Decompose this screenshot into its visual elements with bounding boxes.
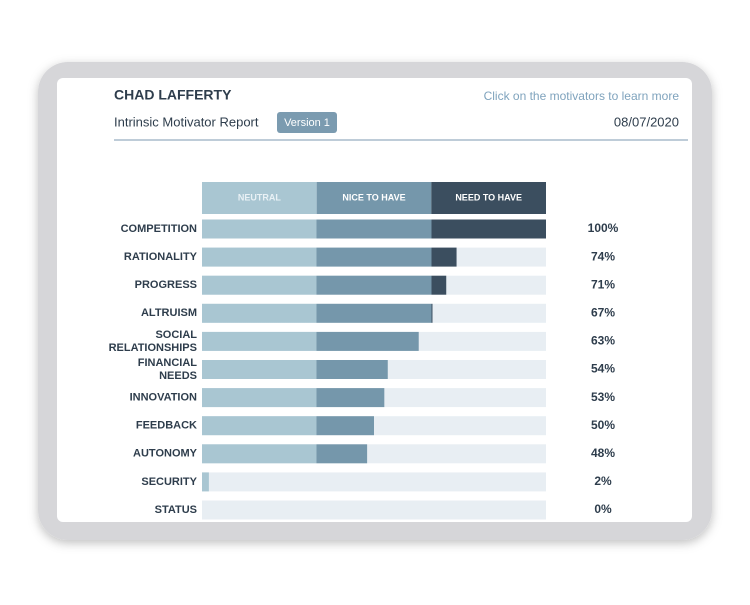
bar[interactable] [202, 472, 209, 492]
category-label[interactable]: RATIONALITY [124, 251, 198, 263]
category-label[interactable]: COMPETITION [121, 223, 197, 235]
band-header [316, 182, 432, 214]
value-label: 48% [591, 446, 615, 460]
person-name: CHAD LAFFERTY [114, 87, 232, 103]
bar[interactable] [202, 247, 457, 267]
hint-link[interactable]: Click on the motivators to learn more [484, 89, 680, 103]
bar[interactable] [202, 360, 388, 379]
category-label[interactable]: STATUS [155, 504, 197, 516]
value-label: 50% [591, 418, 615, 432]
value-label: 53% [591, 390, 615, 404]
bar[interactable] [202, 331, 419, 351]
value-label: 71% [591, 277, 615, 291]
bar[interactable] [202, 444, 368, 464]
category-label[interactable]: SOCIAL RELATIONSHIPS [106, 329, 198, 354]
band-header [202, 182, 317, 214]
bar[interactable] [202, 219, 546, 239]
version-pill[interactable] [277, 112, 337, 133]
band-label: NICE TO HAVE [342, 192, 405, 202]
report-title: Intrinsic Motivator Report [114, 114, 259, 129]
category-label[interactable]: AUTONOMY [133, 448, 198, 460]
report-date: 08/07/2020 [614, 114, 679, 129]
value-label: 67% [591, 305, 615, 319]
band-header [431, 182, 546, 214]
category-label[interactable]: SECURITY [141, 476, 197, 488]
category-label[interactable]: FEEDBACK [136, 420, 197, 432]
category-label[interactable]: ALTRUISM [141, 307, 197, 319]
version-label[interactable]: Version 1 [284, 117, 330, 129]
value-label: 63% [591, 334, 615, 348]
value-label: 0% [594, 502, 612, 516]
band-label: NEED TO HAVE [455, 192, 522, 202]
bar-track [202, 472, 546, 492]
value-label: 54% [591, 362, 615, 376]
value-label: 100% [588, 221, 619, 235]
bar[interactable] [202, 275, 447, 295]
bar[interactable] [202, 388, 385, 408]
category-label[interactable]: INNOVATION [130, 392, 197, 404]
bar[interactable] [202, 416, 374, 436]
category-label[interactable]: PROGRESS [135, 279, 197, 291]
value-label: 74% [591, 249, 615, 263]
bar[interactable] [202, 303, 433, 323]
value-label: 2% [594, 474, 612, 488]
category-label[interactable]: FINANCIAL NEEDS [138, 357, 198, 382]
report: CHAD LAFFERTY Click on the motivators to… [106, 87, 688, 520]
band-label: NEUTRAL [238, 192, 281, 202]
bar-track [202, 500, 546, 520]
